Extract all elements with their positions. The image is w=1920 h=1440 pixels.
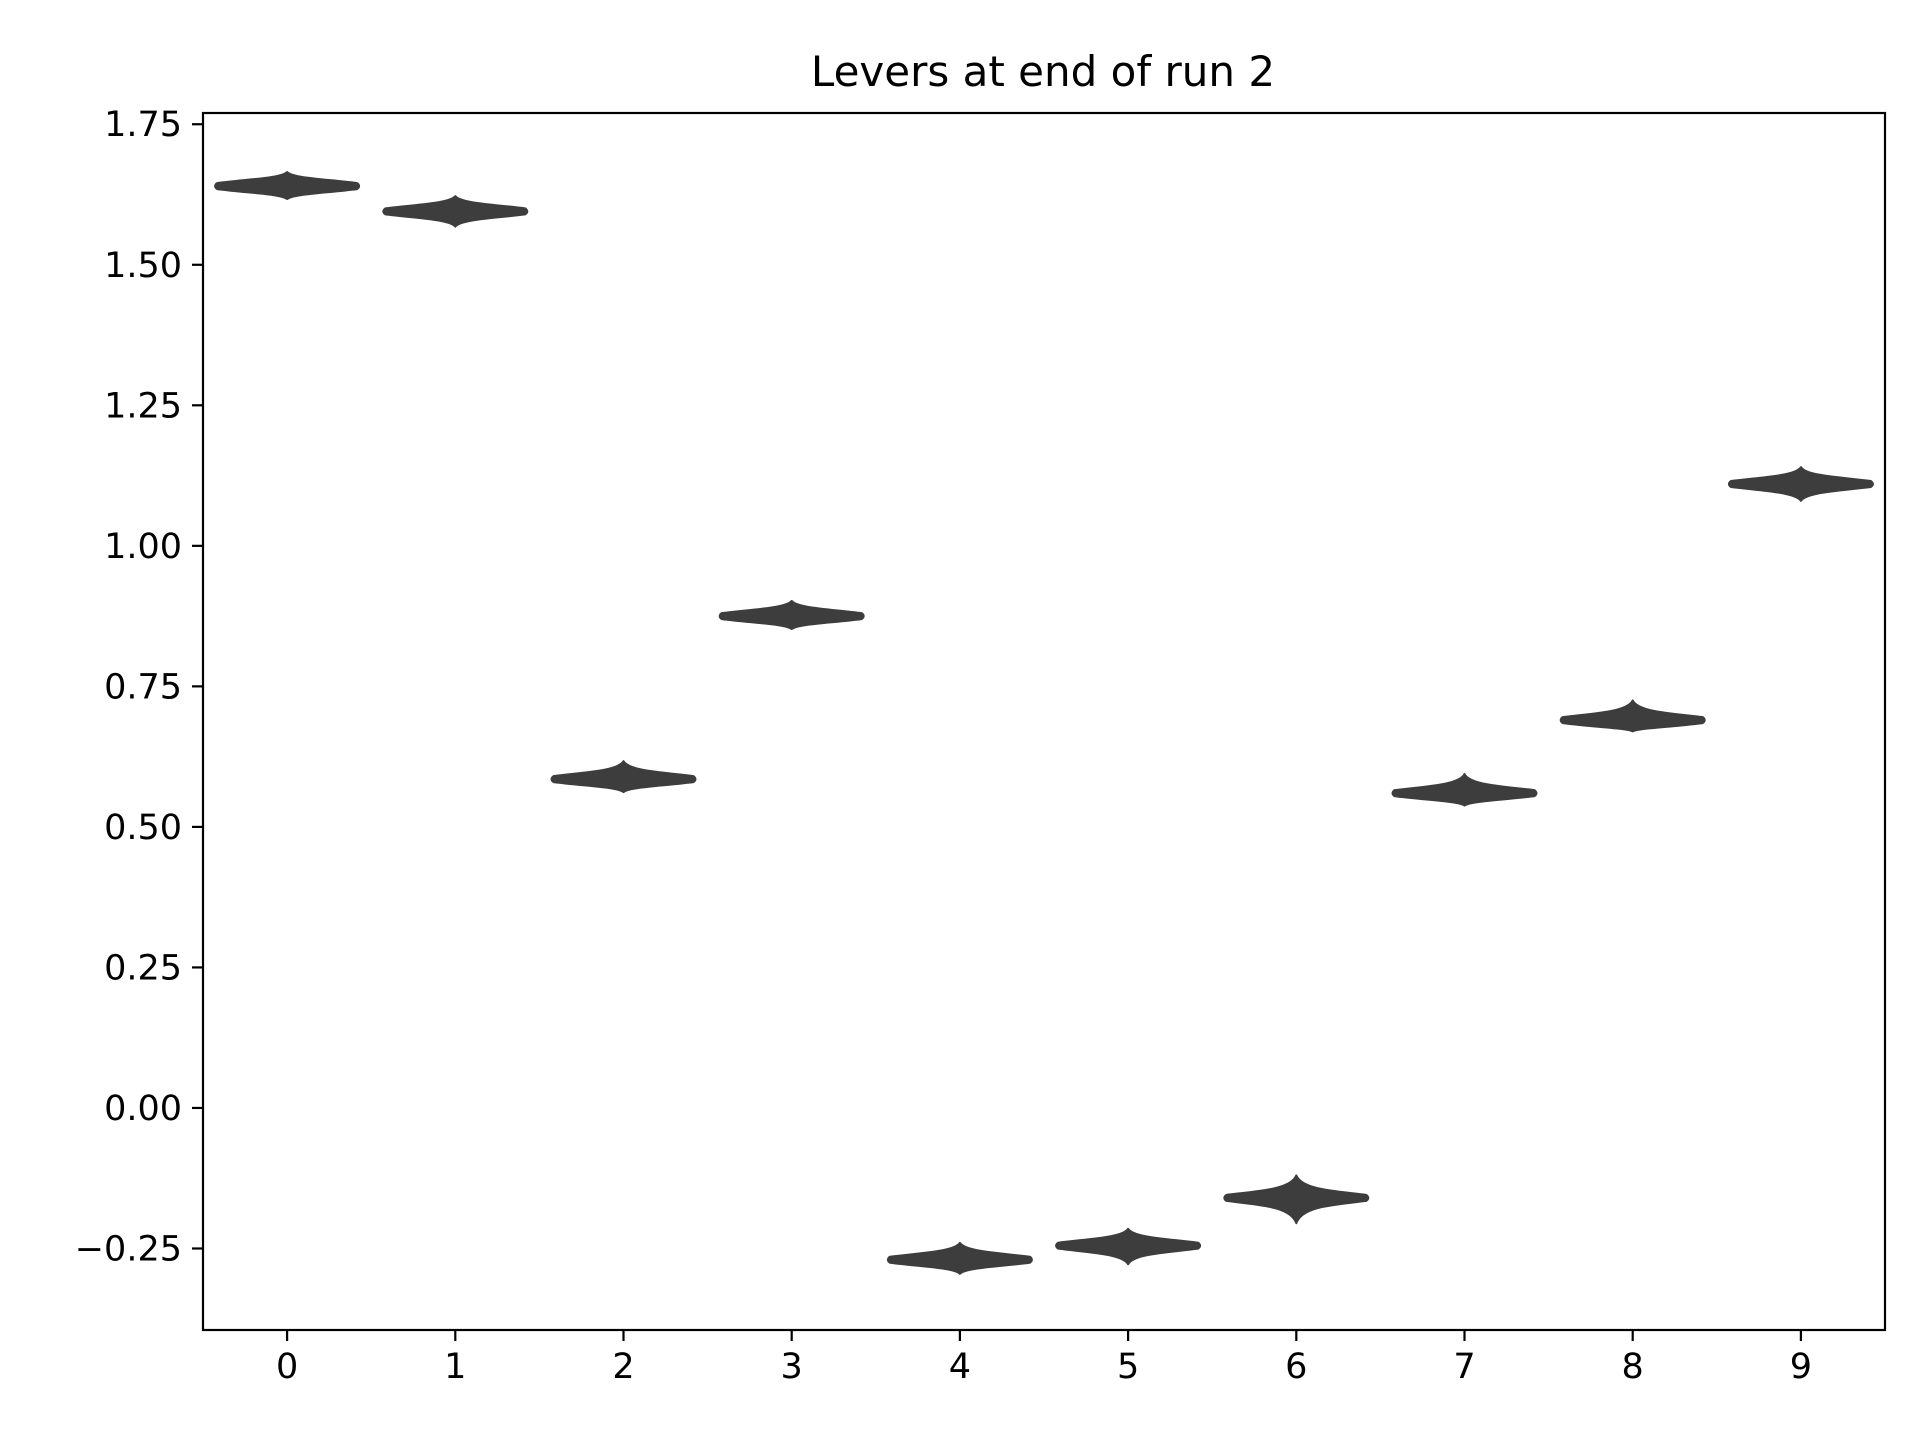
violin-7: [1391, 773, 1538, 807]
plot-frame: [201, 111, 1887, 1332]
violin-2: [550, 760, 697, 794]
y-tick-label: 1.00: [104, 527, 182, 567]
x-tick-label: 4: [949, 1347, 971, 1387]
y-tick-label: 0.50: [104, 808, 182, 848]
y-axis: −0.25 0.00 0.25 0.50 0.75 1.00 1.25 1.50 1.75: [75, 105, 203, 1269]
x-tick-label: 0: [276, 1347, 298, 1387]
violin-6: [1223, 1174, 1370, 1225]
violin-3: [718, 599, 865, 631]
x-tick-label: 7: [1453, 1347, 1475, 1387]
y-tick-label: 0.25: [104, 948, 182, 988]
violins-layer: [214, 171, 1874, 1275]
y-tick-label: 0.00: [104, 1089, 182, 1129]
chart-title: Levers at end of run 2: [811, 47, 1275, 96]
x-tick-label: 2: [612, 1347, 634, 1387]
y-tick-label: 0.75: [104, 667, 182, 707]
violin-5: [1055, 1227, 1202, 1266]
x-axis: 0 1 2 3 4 5 6 7 8 9: [276, 1330, 1812, 1387]
y-tick-label: 1.75: [104, 105, 182, 145]
x-tick-label: 5: [1117, 1347, 1139, 1387]
x-tick-label: 8: [1622, 1347, 1644, 1387]
violin-0: [214, 171, 361, 201]
violin-4: [886, 1241, 1033, 1275]
x-tick-label: 1: [444, 1347, 466, 1387]
violin-1: [382, 195, 529, 228]
y-tick-label: −0.25: [75, 1229, 182, 1269]
y-tick-label: 1.50: [104, 246, 182, 286]
violin-9: [1727, 466, 1874, 502]
violin-8: [1559, 699, 1706, 733]
x-tick-label: 9: [1790, 1347, 1812, 1387]
x-tick-label: 3: [781, 1347, 803, 1387]
y-tick-label: 1.25: [104, 386, 182, 426]
x-tick-label: 6: [1285, 1347, 1307, 1387]
